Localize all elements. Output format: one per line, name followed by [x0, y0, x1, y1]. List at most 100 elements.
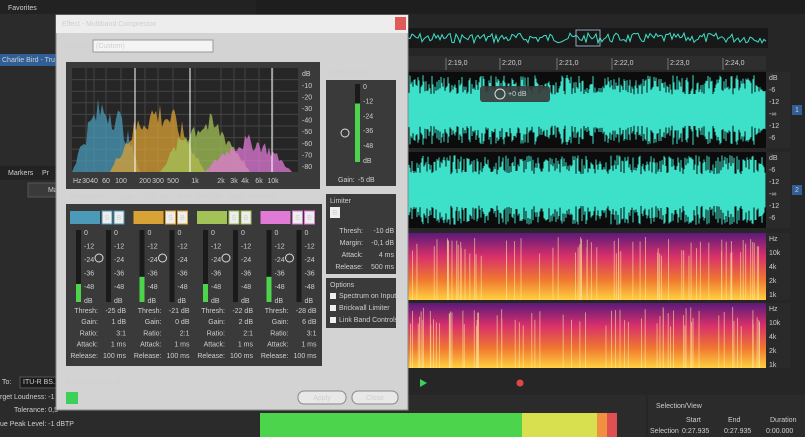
param-label: Release: [134, 353, 162, 360]
meter-label: 0 [211, 230, 215, 237]
power-button[interactable] [66, 392, 78, 404]
meter-label: -36 [114, 271, 124, 278]
channel-label: 2 [795, 187, 799, 194]
db-label: -70 [302, 152, 312, 159]
label: High: [230, 194, 246, 201]
band-header [197, 211, 227, 224]
param-value: 1 ms [174, 342, 190, 349]
record-button[interactable] [517, 380, 524, 387]
db-label: -20 [302, 94, 312, 101]
threshold-knob[interactable] [95, 254, 103, 262]
toggle-label: S [168, 215, 173, 222]
meter-label: -48 [178, 284, 188, 291]
tab-label: Pr [42, 170, 50, 177]
db-label: -80 [302, 164, 312, 171]
hz-scale-label: 1k [769, 362, 777, 369]
label: ue Peak Level: -1 dBTP [0, 421, 74, 428]
meter-label: -36 [363, 128, 373, 135]
label: rget Loudness: -1 [0, 394, 55, 401]
meter-label: -12 [275, 243, 285, 250]
param-value: -25 dB [105, 308, 126, 315]
param-value: -10 dB [373, 228, 394, 235]
hz-scale-label: Hz [769, 306, 778, 313]
meter-label: -24 [148, 257, 158, 264]
hz-scale-label: Hz [769, 236, 778, 243]
unit: Hz [160, 194, 169, 201]
close-x[interactable] [395, 17, 406, 30]
param-label: Ratio: [207, 330, 225, 337]
meter-label: 0 [148, 230, 152, 237]
dialog-title: Effect - Multiband Compressor [62, 21, 157, 28]
meter-label: -36 [305, 271, 315, 278]
band-header [70, 211, 100, 224]
panel-title: Selection/View [656, 403, 703, 410]
meter-label: 0 [275, 230, 279, 237]
crossover-value: 137 [145, 194, 157, 201]
unit: Hz [213, 194, 222, 201]
overview [408, 28, 768, 48]
checkbox[interactable] [330, 293, 336, 299]
meter-label: -48 [148, 284, 158, 291]
param-value: -0,1 dB [371, 240, 394, 247]
section-title: Limiter [330, 198, 352, 205]
button-label: Apply [313, 395, 331, 402]
param-label: Ratio: [80, 330, 98, 337]
time-label: 2:24,0 [725, 60, 745, 67]
checkbox[interactable] [330, 317, 336, 323]
hud-value: +0 dB [508, 91, 527, 98]
param-label: Gain: [145, 319, 162, 326]
hz-scale-label: 2k [769, 278, 777, 285]
meter-level [355, 104, 360, 163]
meter-label: 0 [178, 230, 182, 237]
db-label: -30 [302, 106, 312, 113]
column-header: Duration [770, 417, 797, 424]
tab-bar [0, 0, 256, 14]
gain-knob[interactable] [341, 129, 349, 137]
threshold-knob[interactable] [222, 254, 230, 262]
param-label: Ratio: [143, 330, 161, 337]
toggle-label: S [105, 215, 110, 222]
threshold-knob[interactable] [286, 254, 294, 262]
db-scale-label: -12 [769, 179, 779, 186]
hz-scale-label: 10k [769, 320, 781, 327]
meter-label: dB [114, 298, 123, 305]
threshold-knob[interactable] [159, 254, 167, 262]
meter-label: dB [211, 298, 220, 305]
section-title: Output Gain [330, 70, 368, 77]
checkbox[interactable] [330, 305, 336, 311]
meter-label: 0 [84, 230, 88, 237]
param-label: Thresh: [265, 308, 289, 315]
crossover-value: 1147 [194, 194, 209, 201]
param-label: Release: [335, 264, 363, 271]
param-label: Release: [70, 353, 98, 360]
meter-label: -24 [275, 257, 285, 264]
tab-label: Markers [8, 170, 34, 177]
label: Tolerance: 0,5 [14, 407, 58, 414]
meter-label: -24 [84, 257, 94, 264]
param-label: Gain: [338, 177, 355, 184]
param-value: 2:1 [180, 330, 190, 337]
meter-bg [170, 230, 175, 302]
selection-value: 0:27.935 [724, 428, 751, 435]
param-value: 100 ms [294, 353, 317, 360]
freq-label: 4k [241, 178, 249, 185]
db-scale-label: dB [769, 155, 778, 162]
spectrogram [408, 303, 766, 368]
meter-label: 0 [363, 84, 367, 91]
meter-label: -12 [148, 243, 158, 250]
meter-label: -36 [241, 271, 251, 278]
param-value: -28 dB [296, 308, 317, 315]
selection-value: 0:27.935 [682, 428, 709, 435]
freq-label: 40 [90, 178, 98, 185]
param-label: Gain: [272, 319, 289, 326]
freq-label: 3k [230, 178, 238, 185]
time-label: 2:21,0 [559, 60, 579, 67]
file-name: Charlie Bird - Tru [2, 57, 55, 64]
param-value: 3:1 [116, 330, 126, 337]
meter-label: -36 [211, 271, 221, 278]
meter-label: -48 [305, 284, 315, 291]
meter-label: -12 [178, 243, 188, 250]
meter-label: -12 [114, 243, 124, 250]
db-label: -10 [302, 83, 312, 90]
meter-bg [233, 230, 238, 302]
